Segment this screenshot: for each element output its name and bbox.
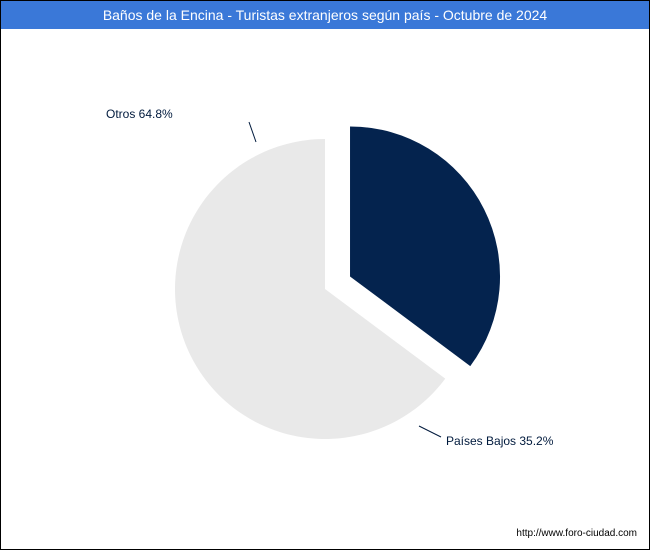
chart-title: Baños de la Encina - Turistas extranjero…: [103, 7, 547, 23]
chart-area: Otros 64.8% Países Bajos 35.2% http://www…: [1, 29, 649, 549]
chart-container: Baños de la Encina - Turistas extranjero…: [0, 0, 650, 550]
label-paises-bajos: Países Bajos 35.2%: [446, 434, 553, 448]
leader-paises-bajos: [419, 426, 441, 437]
attribution-text: http://www.foro-ciudad.com: [516, 528, 637, 539]
label-otros: Otros 64.8%: [106, 107, 173, 121]
leader-lines: [1, 29, 650, 551]
chart-title-bar: Baños de la Encina - Turistas extranjero…: [1, 1, 649, 29]
leader-otros: [249, 122, 256, 142]
